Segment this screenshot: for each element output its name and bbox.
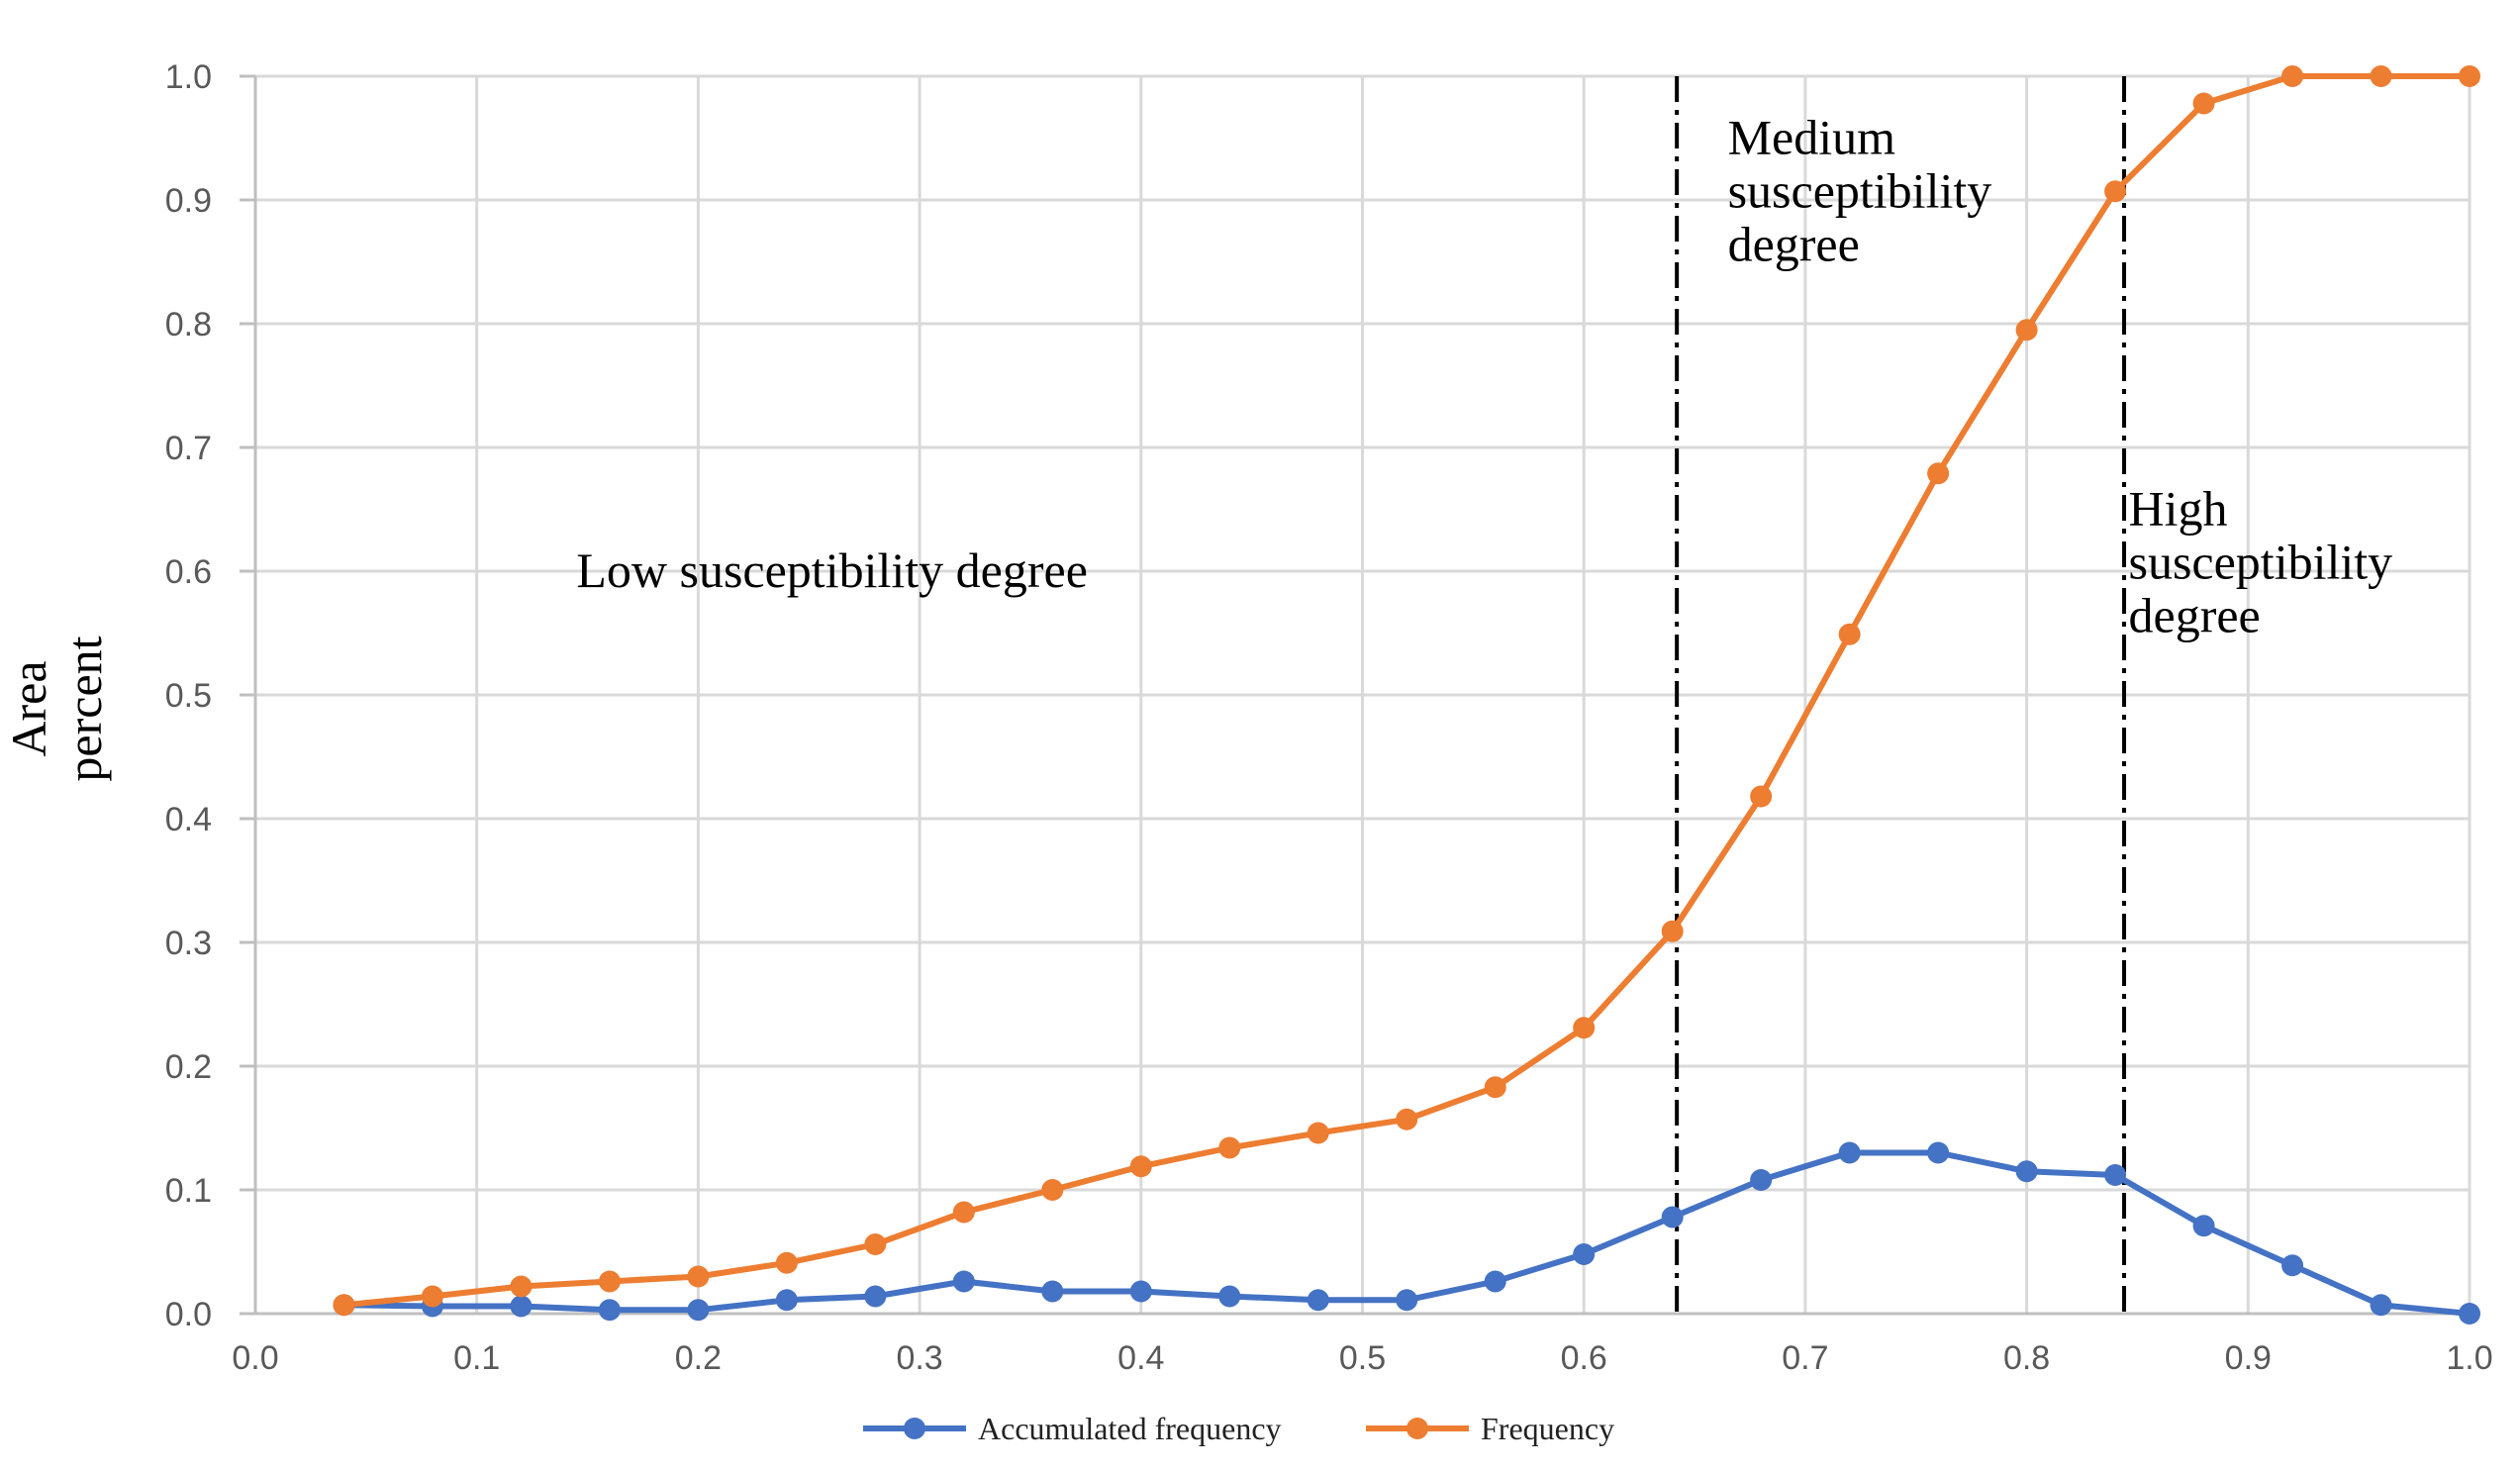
degree-annotation: Medium susceptibility degree	[1728, 110, 1992, 272]
accumulated-frequency-point	[1307, 1289, 1329, 1312]
accumulated-frequency-point	[864, 1285, 887, 1308]
annotation-line: susceptibility	[1728, 163, 1992, 219]
accumulated-frequency-point	[775, 1289, 798, 1312]
frequency-point	[1218, 1136, 1241, 1159]
accumulated-frequency-point	[1661, 1206, 1684, 1228]
frequency-point	[1573, 1017, 1596, 1039]
y-tick-label: 0.8	[165, 306, 212, 344]
accumulated-frequency-point	[1396, 1289, 1418, 1312]
gridlines	[255, 74, 2472, 1314]
frequency-point	[510, 1275, 533, 1298]
annotation-line: degree	[2129, 588, 2261, 643]
y-tick-label: 0.5	[165, 677, 212, 715]
x-tick-label: 0.5	[1339, 1339, 1386, 1377]
accumulated-frequency-point	[1573, 1243, 1596, 1265]
degree-annotation: Low susceptibility degree	[576, 542, 1088, 598]
legend-marker-frequency	[1406, 1418, 1428, 1439]
y-tick-label: 1.0	[165, 58, 212, 96]
x-tick-label: 0.3	[896, 1339, 942, 1377]
x-tick-label: 0.2	[675, 1339, 722, 1377]
annotation-line: Medium	[1728, 110, 1896, 165]
accumulated-frequency-point	[1041, 1280, 1064, 1303]
x-tick-label: 0.1	[453, 1339, 500, 1377]
x-tick-label: 0.9	[2225, 1339, 2272, 1377]
accumulated-frequency-point	[1838, 1141, 1861, 1164]
legend-marker-accumulated-frequency	[904, 1418, 925, 1439]
annotation-line: Low susceptibility degree	[576, 542, 1088, 598]
x-tick-label: 0.8	[2003, 1339, 2050, 1377]
accumulated-frequency-point	[2370, 1294, 2392, 1317]
annotation-line: degree	[1728, 217, 1860, 272]
series-lines	[333, 65, 2480, 1325]
x-tick-label: 0.6	[1561, 1339, 1607, 1377]
frequency-point	[2104, 180, 2127, 203]
y-tick-label: 0.9	[165, 182, 212, 220]
frequency-point	[1484, 1076, 1506, 1099]
accumulated-frequency-point	[1927, 1141, 1950, 1164]
y-axis-title: Areapercent	[1, 636, 112, 781]
frequency-point	[333, 1294, 355, 1317]
y-tick-label: 0.3	[165, 925, 212, 962]
accumulated-frequency-point	[2192, 1215, 2215, 1237]
x-tick-label: 1.0	[2446, 1339, 2492, 1377]
frequency-point	[1129, 1155, 1152, 1178]
x-tick-label: 0.0	[232, 1339, 278, 1377]
accumulated-frequency-point	[2104, 1164, 2127, 1186]
accumulated-frequency-point	[952, 1270, 975, 1293]
accumulated-frequency-point	[2281, 1254, 2304, 1277]
annotation-line: High	[2129, 481, 2228, 537]
frequency-point	[1927, 462, 1950, 485]
axes	[240, 74, 2470, 1316]
y-axis-label: Areapercent	[1, 636, 112, 781]
degree-dividers	[1675, 76, 2127, 1314]
accumulated-frequency-point	[510, 1295, 533, 1318]
y-tick-label: 0.2	[165, 1048, 212, 1086]
frequency-point	[952, 1201, 975, 1224]
frequency-point	[2192, 92, 2215, 115]
frequency-point	[1041, 1179, 1064, 1201]
frequency-point	[1396, 1108, 1418, 1130]
tick-labels: 0.0 0.1 0.2 0.3 0.4 0.5 0.6 0.7 0.8 0.9 1.0 0.0 0.1 0…	[165, 58, 2493, 1377]
y-tick-label: 0.4	[165, 801, 212, 838]
frequency-point	[2015, 319, 2038, 342]
y-tick-label: 0.7	[165, 430, 212, 467]
accumulated-frequency-point	[1484, 1270, 1506, 1293]
legend: Accumulated frequency Frequency	[863, 1411, 1614, 1446]
frequency-point	[2370, 65, 2392, 87]
x-tick-label: 0.7	[1782, 1339, 1828, 1377]
y-axis-title-line: Area	[1, 660, 56, 756]
annotation-line: susceptibility	[2129, 535, 2393, 590]
accumulated-frequency-point	[687, 1299, 710, 1322]
frequency-point	[598, 1270, 621, 1293]
accumulated-frequency-point	[2015, 1160, 2038, 1183]
y-tick-label: 0.1	[165, 1172, 212, 1210]
legend-label-frequency: Frequency	[1481, 1411, 1614, 1446]
degree-annotation: High susceptibility degree	[2129, 481, 2393, 643]
accumulated-frequency-point	[598, 1299, 621, 1322]
frequency-point	[421, 1285, 443, 1308]
accumulated-frequency-point	[1129, 1280, 1152, 1303]
x-tick-label: 0.4	[1117, 1339, 1164, 1377]
frequency-point	[687, 1265, 710, 1288]
frequency-point	[1750, 785, 1773, 808]
frequency-point	[2281, 65, 2304, 87]
y-tick-label: 0.0	[165, 1296, 212, 1333]
frequency-point	[1661, 920, 1684, 942]
frequency-point	[864, 1233, 887, 1255]
frequency-point	[775, 1251, 798, 1274]
y-axis-title-line: percent	[56, 636, 112, 781]
accumulated-frequency-point	[1750, 1169, 1773, 1191]
frequency-point	[1838, 623, 1861, 645]
legend-label-accumulated-frequency: Accumulated frequency	[978, 1411, 1282, 1446]
y-tick-label: 0.6	[165, 553, 212, 591]
accumulated-frequency-point	[2459, 1303, 2480, 1325]
frequency-point	[2459, 65, 2480, 87]
frequency-point	[1307, 1122, 1329, 1144]
accumulated-frequency-point	[1218, 1285, 1241, 1308]
